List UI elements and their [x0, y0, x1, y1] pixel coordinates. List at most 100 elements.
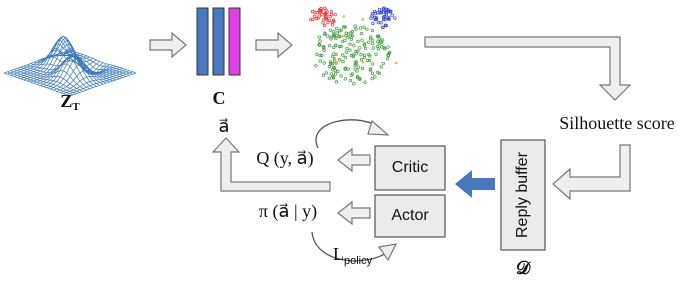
scatter-point — [362, 61, 365, 64]
scatter-point — [353, 44, 356, 47]
scatter-point — [330, 10, 333, 13]
scatter-point — [321, 54, 324, 57]
scatter-point — [334, 69, 337, 72]
scatter-point — [371, 77, 374, 80]
scatter-point — [377, 48, 380, 51]
scatter-point — [332, 46, 335, 49]
policy-label: π (a⃗ | y) — [259, 201, 317, 222]
buffer-symbol: 𝒟 — [516, 258, 531, 278]
scatter-point — [342, 35, 345, 38]
arrow — [150, 33, 186, 57]
scatter-point — [347, 68, 350, 71]
scatter-point — [342, 60, 345, 63]
scatter-point — [346, 47, 349, 50]
scatter-point — [359, 27, 362, 30]
scatter-point — [337, 70, 340, 73]
scatter-point — [336, 32, 339, 35]
scatter-point — [349, 79, 352, 82]
latent-label: ZT — [60, 91, 80, 112]
buffer-label: Reply buffer — [514, 151, 531, 238]
scatter-point — [329, 29, 332, 32]
scatter-point — [391, 14, 394, 17]
scatter-point — [330, 38, 333, 41]
scatter-point — [354, 68, 357, 71]
scatter-point — [341, 40, 344, 43]
scatter-point — [332, 55, 335, 58]
arrow — [256, 33, 292, 57]
scatter-point — [372, 22, 375, 25]
scatter-point — [364, 47, 367, 50]
scatter-point — [386, 57, 389, 60]
scatter-point — [366, 59, 369, 62]
scatter-point — [342, 15, 345, 18]
scatter-point — [334, 13, 337, 16]
scatter-point — [334, 73, 337, 76]
scatter-point — [341, 54, 344, 57]
scatter-point — [349, 43, 352, 46]
scatter-point — [323, 24, 326, 27]
scatter-point — [367, 41, 370, 44]
mesh-line — [40, 58, 106, 85]
scatter-point — [358, 47, 361, 50]
mesh-line — [21, 67, 87, 90]
scatter-point — [394, 17, 397, 20]
scatter-point — [344, 78, 347, 81]
scatter-point — [371, 63, 374, 66]
bent-arrow — [425, 37, 630, 100]
bent-arrow — [553, 145, 630, 199]
scatter-point — [315, 64, 318, 67]
scatter-point — [328, 65, 331, 68]
scatter-point — [371, 42, 374, 45]
scatter-point — [364, 81, 367, 84]
scatter-point — [353, 82, 356, 85]
action-label: a⃗ — [218, 116, 229, 136]
scatter-point — [322, 21, 325, 24]
scatter-point — [323, 62, 326, 65]
scatter-point — [360, 53, 363, 56]
scatter-point — [363, 26, 366, 29]
scatter-point — [354, 25, 357, 28]
arrow-head — [379, 244, 396, 260]
latent-subscript: T — [72, 101, 80, 113]
scatter-point — [357, 66, 360, 69]
mesh-line — [44, 55, 110, 86]
scatter-point — [333, 58, 336, 61]
arrow-head — [368, 121, 388, 135]
clusters-label: C — [213, 88, 226, 108]
scatter-point — [382, 62, 385, 65]
arrow — [338, 149, 370, 171]
loss-label: Lpolicy — [333, 244, 373, 267]
scatter-point — [380, 66, 383, 69]
scatter-point — [377, 21, 380, 24]
scatter-point — [360, 58, 363, 61]
metric-label: Silhouette score — [559, 113, 674, 133]
scatter-point — [335, 81, 338, 84]
scatter-point — [319, 60, 322, 63]
scatter-point — [378, 8, 381, 11]
scatter-point — [375, 53, 378, 56]
mesh-line — [63, 71, 129, 94]
scatter-point — [345, 51, 348, 54]
mesh-line — [14, 70, 80, 93]
scatter-point — [377, 40, 380, 43]
scatter-point — [344, 56, 347, 59]
loss-symbol: L — [333, 244, 344, 264]
scatter-point — [360, 32, 363, 35]
bar-blue — [213, 8, 224, 75]
scatter-point — [355, 28, 358, 31]
scatter-point — [387, 46, 390, 49]
bar-blue — [197, 8, 208, 75]
scatter-point — [349, 49, 352, 52]
arrow-blue — [455, 170, 495, 198]
scatter-point — [357, 40, 360, 43]
scatter-point — [318, 36, 321, 39]
scatter-point — [395, 62, 398, 65]
scatter-point — [340, 75, 343, 78]
bar-magenta — [229, 8, 240, 75]
scatter-point — [378, 38, 381, 41]
scatter-point — [313, 15, 316, 18]
surface-plot — [4, 36, 136, 96]
scatter-point — [380, 46, 383, 49]
scatter-point — [328, 77, 331, 80]
scatter-point — [322, 74, 325, 77]
